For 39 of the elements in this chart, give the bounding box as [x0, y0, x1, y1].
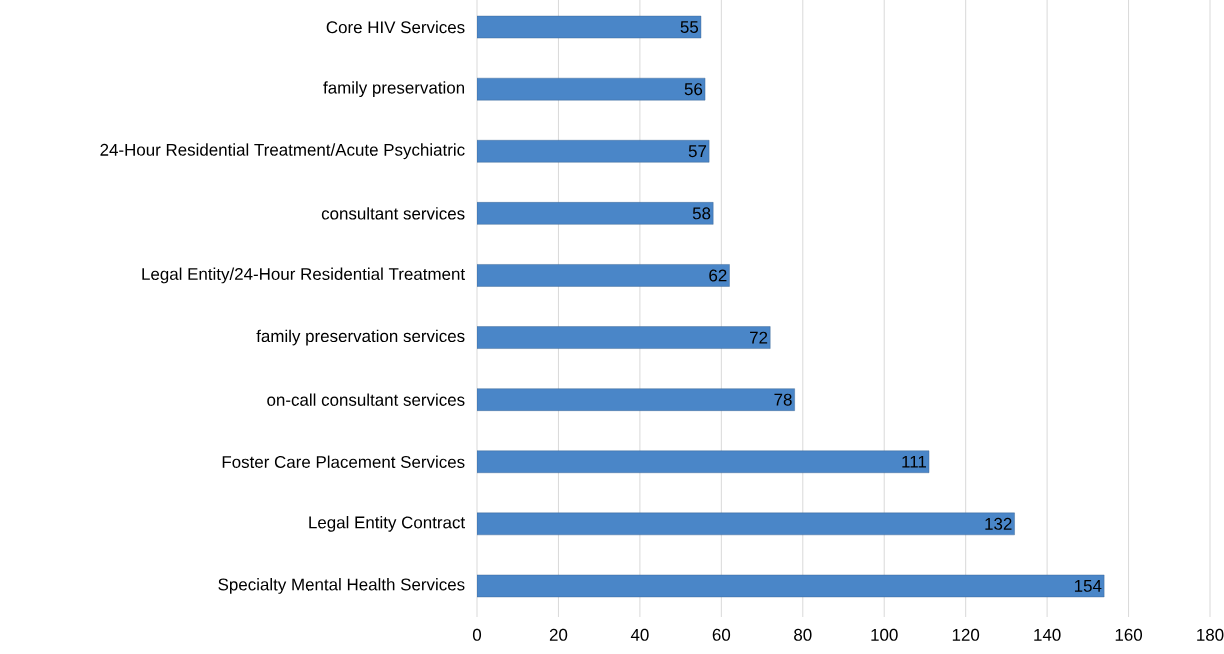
y-tick-label: Foster Care Placement Services	[222, 455, 465, 468]
x-tick-label: 40	[630, 628, 649, 641]
y-tick-label: Core HIV Services	[326, 20, 465, 34]
y-tick-label: Legal Entity/24-Hour Residential Treatment	[142, 267, 465, 284]
data-label: 72	[750, 331, 768, 344]
bar	[477, 388, 795, 411]
bar	[477, 326, 771, 349]
y-tick-label: consultant services	[321, 207, 465, 220]
data-label: 132	[985, 517, 1012, 530]
data-label: 55	[680, 21, 699, 33]
x-tick-label: 180	[1197, 628, 1224, 641]
y-tick-label: family preservation	[323, 81, 465, 98]
x-tick-label: 140	[1034, 628, 1061, 641]
x-tick-label: 20	[549, 628, 568, 641]
bar	[477, 202, 714, 225]
x-tick-label: 120	[952, 628, 980, 641]
y-tick-label: Legal Entity Contract	[309, 515, 465, 532]
bar	[477, 77, 706, 101]
bar	[477, 264, 730, 287]
x-tick-label: 0	[472, 628, 482, 641]
bar	[477, 512, 1015, 536]
data-label: 57	[688, 145, 707, 158]
y-tick-label: on-call consultant services	[267, 393, 465, 406]
y-tick-label: 24-Hour Residential Treatment/Acute Psychiatric	[100, 143, 465, 160]
x-tick-label: 160	[1115, 628, 1143, 641]
bar	[477, 574, 1105, 598]
data-label: 56	[684, 83, 703, 96]
y-tick-label: family preservation services	[256, 329, 465, 346]
data-label: 111	[902, 455, 926, 468]
x-tick-label: 80	[794, 628, 812, 641]
data-label: 58	[692, 207, 711, 220]
bar	[477, 450, 930, 473]
data-label: 62	[709, 269, 727, 282]
y-tick-label: Specialty Mental Health Services	[218, 578, 465, 594]
x-tick-label: 100	[871, 628, 898, 641]
data-label: 78	[774, 393, 792, 406]
data-label: 154	[1074, 580, 1102, 592]
x-tick-label: 60	[712, 628, 731, 641]
bar	[477, 140, 710, 163]
